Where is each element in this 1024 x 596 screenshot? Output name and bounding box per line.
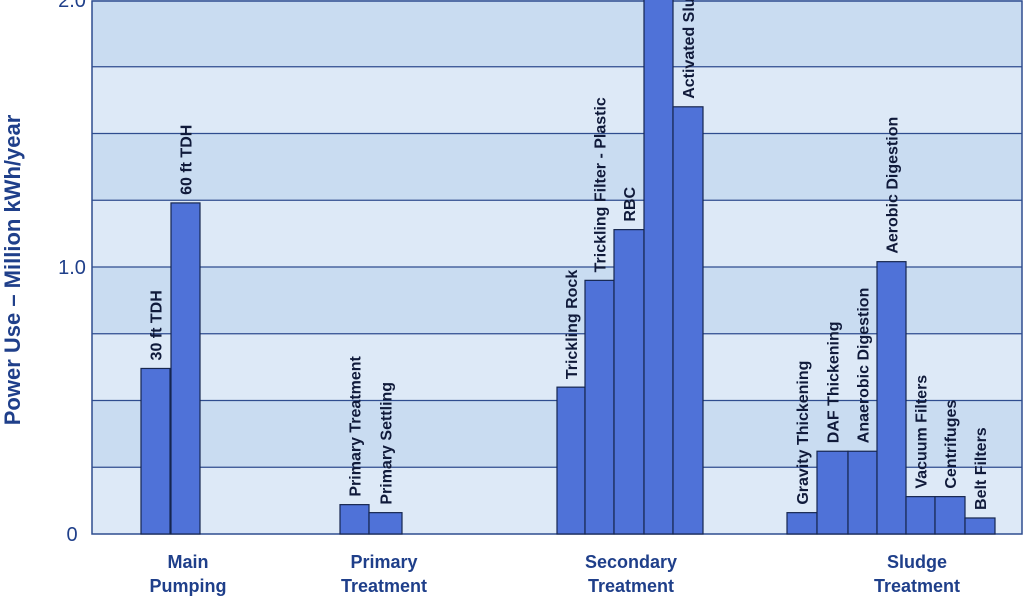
bar [964, 517, 996, 535]
bar-label: Activated Sludge – Fine Bubble [681, 0, 698, 99]
y-tick-label: 1.0 [58, 257, 86, 279]
bar-label: RBC [622, 187, 639, 222]
plot-background [92, 0, 1022, 534]
x-group-label: Treatment [588, 576, 674, 596]
x-group-label: Pumping [150, 576, 227, 596]
plot-band [92, 0, 1022, 67]
y-axis-title: Power Use – Million kWh/year [0, 114, 25, 425]
bar-label: DAF Thickening [826, 321, 843, 443]
plot-band [92, 267, 1022, 334]
x-group-label: Main [167, 552, 208, 572]
bar-labels: 30 ft TDH 60 ft TDH Primary Treatment Prima… [149, 0, 991, 510]
bar [643, 0, 674, 535]
bar [584, 279, 615, 535]
plot-band [92, 66, 1022, 134]
bar [786, 512, 818, 535]
bar-label: Vacuum Filters [914, 375, 931, 489]
bar [339, 504, 370, 535]
y-tick-label: 2.0 [58, 0, 86, 12]
x-group-label: Treatment [874, 576, 960, 596]
x-group-label: Primary [350, 552, 417, 572]
y-axis-ticks: 0 1.0 2.0 [58, 0, 86, 546]
bar [847, 450, 878, 535]
bar [170, 202, 201, 535]
bar [672, 106, 704, 535]
bar-label: Trickling Filter - Plastic [593, 97, 610, 272]
x-group-label: Sludge [887, 552, 947, 572]
bar-label: Gravity Thickening [795, 361, 812, 505]
bar-label: Aerobic Digestion [885, 117, 902, 254]
bar [905, 496, 936, 535]
bar [876, 261, 907, 535]
x-group-label: Secondary [585, 552, 677, 572]
y-tick-label: 0 [66, 524, 77, 546]
x-axis-group-labels: Main Pumping Primary Treatment Secondary Trea… [150, 552, 961, 596]
bar [934, 496, 966, 535]
bar [613, 229, 645, 535]
bar [816, 450, 849, 535]
bar-label: Belt Filters [973, 427, 990, 510]
bar-label: Primary Treatment [348, 355, 365, 496]
bar-series [140, 0, 996, 535]
bar [368, 512, 403, 535]
plot-band [92, 200, 1022, 267]
bar-label: Centrifuges [943, 400, 960, 489]
bar-label: Primary Settling [379, 382, 396, 505]
x-group-label: Treatment [341, 576, 427, 596]
bar-label: Anaerobic Digestion [856, 288, 873, 444]
bar [556, 386, 586, 535]
bar-label: 60 ft TDH [179, 125, 196, 195]
bar-label: Trickling Rock [564, 270, 581, 379]
bar [140, 367, 171, 535]
plot-band [92, 133, 1022, 201]
bar-label: 30 ft TDH [149, 290, 166, 360]
